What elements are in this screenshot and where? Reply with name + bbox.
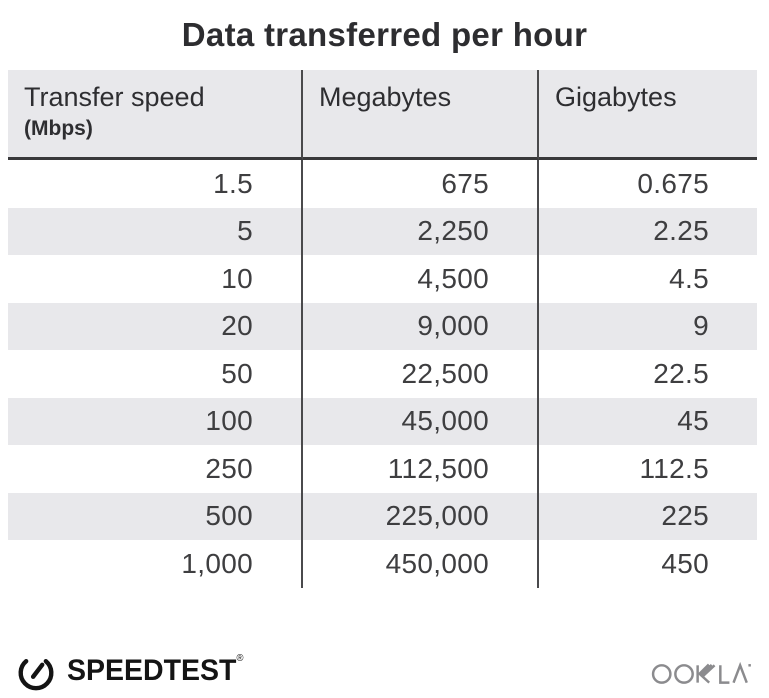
col-header-transfer-speed-label: Transfer speed bbox=[24, 82, 205, 112]
registered-trademark-symbol: ® bbox=[236, 653, 244, 664]
cell-megabytes: 225,000 bbox=[303, 492, 539, 540]
page-title: Data transferred per hour bbox=[181, 16, 588, 53]
cell-speed: 50 bbox=[8, 350, 303, 398]
table-body: 1.5 675 0.675 5 2,250 2.25 10 4,500 4.5 … bbox=[8, 160, 757, 588]
speedtest-wordmark: SPEEDTEST® bbox=[67, 654, 243, 688]
cell-megabytes: 450,000 bbox=[303, 540, 539, 588]
cell-gigabytes: 225 bbox=[661, 500, 709, 532]
cell-gigabytes: 2.25 bbox=[653, 215, 709, 247]
table-row: 1.5 675 0.675 bbox=[8, 160, 757, 208]
speedtest-wordmark-text: SPEEDTEST bbox=[67, 654, 237, 687]
col-header-transfer-speed: Transfer speed (Mbps) bbox=[8, 70, 303, 160]
cell-megabytes: 22,500 bbox=[303, 350, 539, 398]
table-row: 1,000 450,000 450 bbox=[8, 540, 757, 588]
col-header-megabytes: Megabytes bbox=[303, 70, 539, 160]
table-row: 5 2,250 2.25 bbox=[8, 207, 757, 255]
table-row: 100 45,000 45 bbox=[8, 397, 757, 445]
cell-speed: 20 bbox=[8, 302, 303, 350]
footer: SPEEDTEST® bbox=[14, 648, 755, 694]
cell-megabytes: 4,500 bbox=[303, 255, 539, 303]
cell-speed: 1,000 bbox=[8, 540, 303, 588]
table-row: 50 22,500 22.5 bbox=[8, 350, 757, 398]
table-row: 10 4,500 4.5 bbox=[8, 255, 757, 303]
cell-megabytes: 2,250 bbox=[303, 207, 539, 255]
table-row: 250 112,500 112.5 bbox=[8, 445, 757, 493]
cell-megabytes: 112,500 bbox=[303, 445, 539, 493]
speedtest-logo: SPEEDTEST® bbox=[14, 649, 253, 693]
cell-speed: 250 bbox=[8, 445, 303, 493]
col-header-gigabytes: Gigabytes bbox=[539, 70, 757, 160]
speedtest-gauge-icon bbox=[14, 649, 58, 693]
cell-speed: 500 bbox=[8, 492, 303, 540]
cell-speed: 10 bbox=[8, 255, 303, 303]
cell-gigabytes: 45 bbox=[677, 405, 709, 437]
cell-speed: 5 bbox=[8, 207, 303, 255]
cell-gigabytes: 22.5 bbox=[653, 357, 709, 389]
cell-megabytes: 9,000 bbox=[303, 302, 539, 350]
cell-gigabytes: 9 bbox=[693, 310, 709, 342]
cell-speed: 1.5 bbox=[8, 160, 303, 208]
cell-gigabytes: 0.675 bbox=[637, 167, 709, 199]
cell-gigabytes: 112.5 bbox=[639, 452, 709, 484]
col-header-mbps-unit: (Mbps) bbox=[24, 117, 93, 140]
table-header-row: Transfer speed (Mbps) Megabytes Gigabyte… bbox=[8, 70, 757, 160]
cell-speed: 100 bbox=[8, 397, 303, 445]
cell-megabytes: 45,000 bbox=[303, 397, 539, 445]
ookla-logo bbox=[651, 653, 755, 690]
cell-megabytes: 675 bbox=[303, 160, 539, 208]
table-row: 20 9,000 9 bbox=[8, 302, 757, 350]
cell-gigabytes: 4.5 bbox=[669, 262, 709, 294]
data-table: Transfer speed (Mbps) Megabytes Gigabyte… bbox=[8, 70, 757, 588]
cell-gigabytes: 450 bbox=[661, 547, 709, 579]
table-row: 500 225,000 225 bbox=[8, 492, 757, 540]
